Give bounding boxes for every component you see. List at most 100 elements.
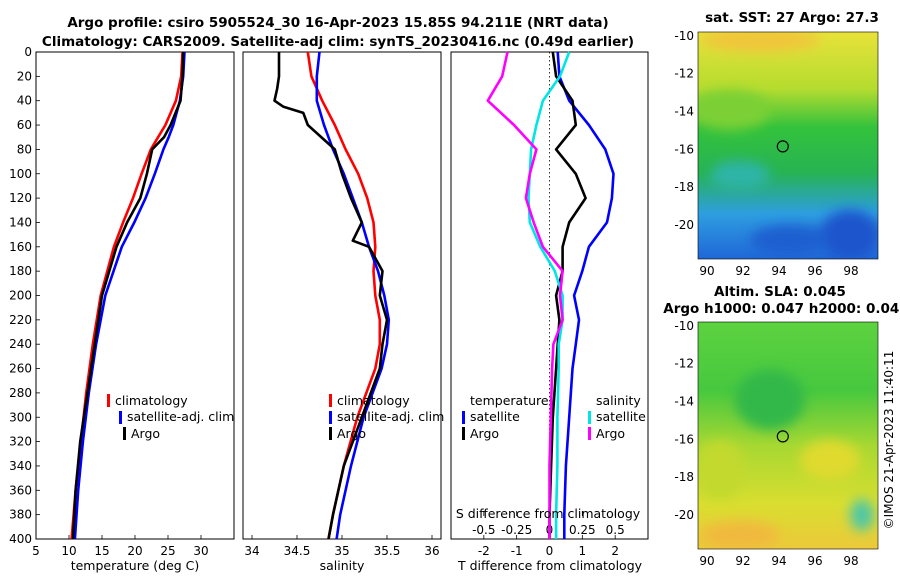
salinity-axis-ticks: 34 34.5 35 35.5 36 xyxy=(244,535,440,558)
salinity-panel: 34 34.5 35 35.5 36 salinity climatology sate… xyxy=(242,51,444,573)
temperature-line-0 xyxy=(70,51,184,540)
salinity-tick-label: 34.5 xyxy=(284,544,311,558)
warm-patch xyxy=(700,32,820,52)
sla-patch xyxy=(698,440,745,500)
legend-climatology: climatology xyxy=(337,393,410,408)
sla-map-ticks: -10 -12 -14 -16 -18 -20 90 92 94 96 98 xyxy=(674,319,858,568)
sla-map-frame xyxy=(697,321,879,550)
difference-line-1 xyxy=(548,51,587,539)
depth-tick-label: 120 xyxy=(9,191,32,205)
legend-s-argo: Argo xyxy=(596,426,625,441)
depth-tick-label: 180 xyxy=(9,264,32,278)
depth-tick-label: 140 xyxy=(9,215,32,229)
lat-tick-label: -18 xyxy=(674,180,694,194)
salinity-line-1 xyxy=(315,51,391,540)
salinity-series xyxy=(273,51,391,540)
legend-s-satellite: satellite xyxy=(596,409,646,424)
depth-tick-label: 40 xyxy=(17,94,32,108)
temperature-axes-frame xyxy=(35,51,235,540)
lon-tick-label: 90 xyxy=(699,554,714,568)
legend-t-satellite: satellite xyxy=(470,409,520,424)
depth-tick-label: 220 xyxy=(9,313,32,327)
sla-patch xyxy=(735,370,805,430)
depth-axis-ticks: 0 20 40 60 80 100 120 140 160 180 200 220 240 260 280 3… xyxy=(9,45,40,546)
sla-patch xyxy=(850,499,874,531)
salinity-tick-label: 35 xyxy=(334,544,349,558)
cool-patch xyxy=(820,210,878,259)
depth-tick-label: 400 xyxy=(9,532,32,546)
legend-satellite: satellite-adj. clim xyxy=(127,409,234,424)
sst-map-ticks: -10 -12 -14 -16 -18 -20 90 92 94 96 98 xyxy=(674,29,858,278)
t-diff-tick-label: -2 xyxy=(478,544,490,558)
sla-map: Altim. SLA: 0.045 Argo h1000: 0.047 h200… xyxy=(663,284,900,568)
depth-tick-label: 20 xyxy=(17,69,32,83)
depth-tick-label: 260 xyxy=(9,362,32,376)
legend-swatch-s-satellite xyxy=(588,411,591,424)
legend-swatch-t-satellite xyxy=(462,411,465,424)
temperature-series xyxy=(70,51,186,540)
temperature-tick-label: 20 xyxy=(127,544,142,558)
legend-swatch-climatology xyxy=(329,394,332,407)
legend-swatch-argo xyxy=(329,427,332,440)
lon-tick-label: 94 xyxy=(771,554,786,568)
salinity-tick-label: 36 xyxy=(424,544,439,558)
sla-map-subtitle: Argo h1000: 0.047 h2000: 0.045 xyxy=(663,301,900,317)
s-diff-tick-label: -0.5 xyxy=(472,523,495,537)
lat-tick-label: -14 xyxy=(674,104,694,118)
difference-legend: temperature satellite Argo salinity sate… xyxy=(462,393,646,441)
lon-tick-label: 96 xyxy=(807,554,822,568)
legend-swatch-satellite xyxy=(119,411,122,424)
depth-tick-label: 80 xyxy=(17,142,32,156)
lon-tick-label: 96 xyxy=(807,264,822,278)
depth-tick-label: 200 xyxy=(9,289,32,303)
lat-tick-label: -16 xyxy=(674,142,694,156)
legend-salinity: salinity xyxy=(596,393,641,408)
t-diff-tick-label: -1 xyxy=(511,544,523,558)
sst-map: sat. SST: 27 Argo: 27.3 -10-12-14-16-18-… xyxy=(674,10,879,278)
depth-tick-label: 300 xyxy=(9,410,32,424)
sst-map-frame xyxy=(697,31,879,260)
temperature-line-1 xyxy=(73,51,186,540)
s-difference-xlabel: S difference from climatology xyxy=(456,506,641,521)
depth-tick-label: 280 xyxy=(9,386,32,400)
t-diff-tick-label: 0 xyxy=(546,544,554,558)
legend-swatch-argo xyxy=(123,427,126,440)
temperature-tick-label: 15 xyxy=(94,544,109,558)
sla-map-title: Altim. SLA: 0.045 xyxy=(714,284,846,300)
temperature-panel: 0 20 40 60 80 100 120 140 160 180 200 220 240 260 280 3… xyxy=(9,45,235,573)
lat-tick-label: -10 xyxy=(674,319,694,333)
lat-tick-label: -20 xyxy=(674,508,694,522)
sla-field xyxy=(698,322,878,549)
salinity-xlabel: salinity xyxy=(320,558,365,573)
lat-tick-label: -12 xyxy=(674,67,694,81)
temperature-xlabel: temperature (deg C) xyxy=(71,558,200,573)
temperature-tick-label: 25 xyxy=(160,544,175,558)
sla-patch xyxy=(700,521,780,549)
temperature-legend: climatology satellite-adj. clim Argo xyxy=(107,393,234,441)
lon-tick-label: 98 xyxy=(843,554,858,568)
depth-tick-label: 380 xyxy=(9,508,32,522)
sla-patch xyxy=(800,440,860,480)
lon-tick-label: 98 xyxy=(843,264,858,278)
t-diff-tick-label: 2 xyxy=(611,544,619,558)
sst-field xyxy=(698,32,878,259)
sst-map-title: sat. SST: 27 Argo: 27.3 xyxy=(705,10,879,26)
figure-title-line1: Argo profile: csiro 5905524_30 16-Apr-20… xyxy=(67,15,608,31)
temperature-tick-label: 30 xyxy=(193,544,208,558)
s-diff-tick-label: 0.5 xyxy=(606,523,625,537)
legend-t-argo: Argo xyxy=(470,426,499,441)
salinity-line-2 xyxy=(273,52,389,540)
lon-tick-label: 90 xyxy=(699,264,714,278)
depth-tick-label: 360 xyxy=(9,483,32,497)
legend-swatch-t-argo xyxy=(462,427,465,440)
t-diff-tick-label: 1 xyxy=(578,544,586,558)
legend-swatch-satellite xyxy=(329,411,332,424)
salinity-axes-frame xyxy=(242,51,442,540)
salinity-legend: climatology satellite-adj. clim Argo xyxy=(329,393,444,441)
legend-argo: Argo xyxy=(131,426,160,441)
lon-tick-label: 92 xyxy=(735,554,750,568)
temperature-tick-label: 5 xyxy=(32,544,40,558)
temperature-axis-ticks: 5 10 15 20 25 30 xyxy=(32,535,209,558)
legend-swatch-climatology xyxy=(107,394,110,407)
